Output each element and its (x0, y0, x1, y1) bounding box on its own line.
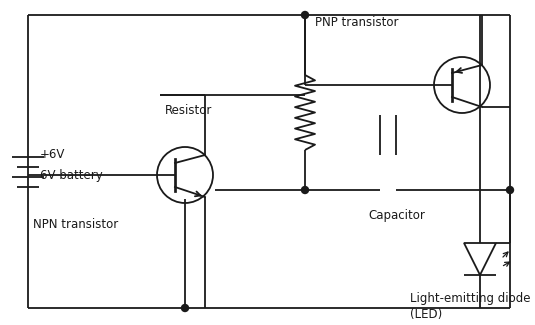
Circle shape (181, 305, 188, 311)
Text: +6V: +6V (40, 149, 65, 162)
Circle shape (302, 11, 309, 19)
Text: PNP transistor: PNP transistor (315, 16, 399, 29)
Circle shape (507, 187, 514, 193)
Text: Capacitor: Capacitor (368, 209, 425, 222)
Text: Light-emitting diode
(LED): Light-emitting diode (LED) (410, 292, 531, 321)
Text: 6V battery: 6V battery (40, 168, 103, 181)
Text: Resistor: Resistor (165, 103, 212, 116)
Circle shape (302, 187, 309, 193)
Text: NPN transistor: NPN transistor (33, 218, 118, 231)
